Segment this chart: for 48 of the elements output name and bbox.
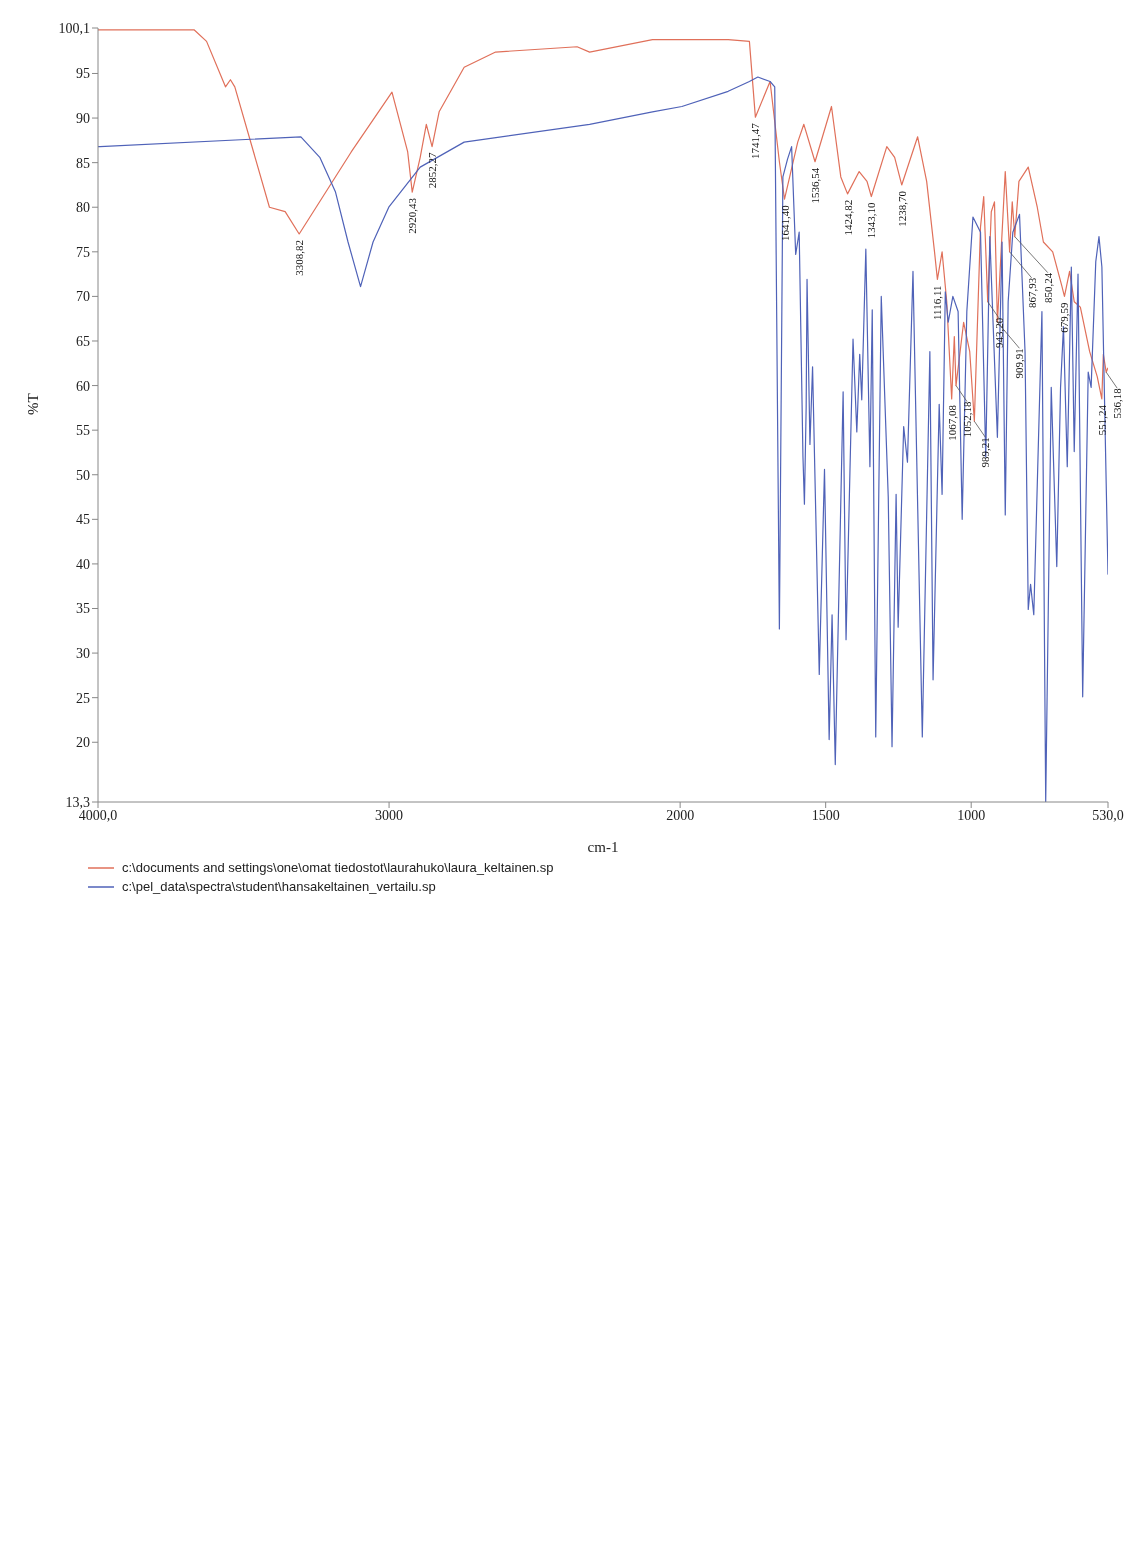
y-tick-label: 25 xyxy=(76,690,90,706)
annotation: 943,20 xyxy=(992,317,1005,348)
x-tick-label: 1500 xyxy=(811,807,840,823)
y-tick-label: 60 xyxy=(76,378,90,394)
annotation: 909,91 xyxy=(1013,348,1026,379)
annotation: 1641,40 xyxy=(778,204,791,241)
annotation: 1536,54 xyxy=(809,167,822,204)
x-tick-label: 1000 xyxy=(957,807,986,823)
y-tick-label: 100,1 xyxy=(58,20,90,36)
annotation: 1067,08 xyxy=(945,404,958,441)
y-tick-label: 35 xyxy=(76,601,90,617)
annotation: 1116,11 xyxy=(931,285,944,320)
x-axis-title: cm-1 xyxy=(587,839,619,855)
annotation: 850,24 xyxy=(1041,272,1054,303)
annotation: 1424,82 xyxy=(841,199,854,236)
y-tick-label: 45 xyxy=(76,512,90,528)
y-tick-label: 70 xyxy=(76,289,90,305)
annotation: 2852,27 xyxy=(426,152,439,189)
y-tick-label: 40 xyxy=(76,556,90,572)
x-tick-label: 2000 xyxy=(666,807,695,823)
x-tick-label: 4000,0 xyxy=(78,807,118,823)
annotation: 551,24 xyxy=(1095,404,1108,436)
y-tick-label: 20 xyxy=(76,735,90,751)
y-tick-label: 85 xyxy=(76,155,90,171)
y-tick-label: 80 xyxy=(76,200,90,216)
y-tick-label: 75 xyxy=(76,244,90,260)
annotation: 1741,47 xyxy=(749,122,762,159)
annotation: 1343,10 xyxy=(865,202,878,239)
y-axis-title: %T xyxy=(25,393,42,415)
legend-label: c:\pel_data\spectra\student\hansakeltainen_vertailu.sp xyxy=(122,879,436,894)
annotation: 1238,70 xyxy=(895,190,908,227)
y-tick-label: 55 xyxy=(76,423,90,439)
y-tick-label: 30 xyxy=(76,646,90,662)
x-tick-label: 3000 xyxy=(375,807,404,823)
annotation: 2920,43 xyxy=(406,197,419,234)
y-tick-label: 95 xyxy=(76,66,90,82)
annotation: 867,93 xyxy=(1025,277,1038,309)
annotation: 3308,82 xyxy=(293,239,306,276)
annotation: 1052,18 xyxy=(961,401,974,438)
x-tick-label: 530,0 xyxy=(1092,807,1124,823)
annotation: 989,21 xyxy=(979,437,992,468)
annotation: 679,59 xyxy=(1058,301,1071,333)
y-tick-label: 65 xyxy=(76,333,90,349)
legend-label: c:\documents and settings\one\omat tiedostot\laurahuko\laura_keltainen.sp xyxy=(122,860,554,875)
y-tick-label: 50 xyxy=(76,467,90,483)
annotation: 536,18 xyxy=(1111,387,1124,419)
y-tick-label: 13,3 xyxy=(65,794,90,810)
y-tick-label: 90 xyxy=(76,111,90,127)
